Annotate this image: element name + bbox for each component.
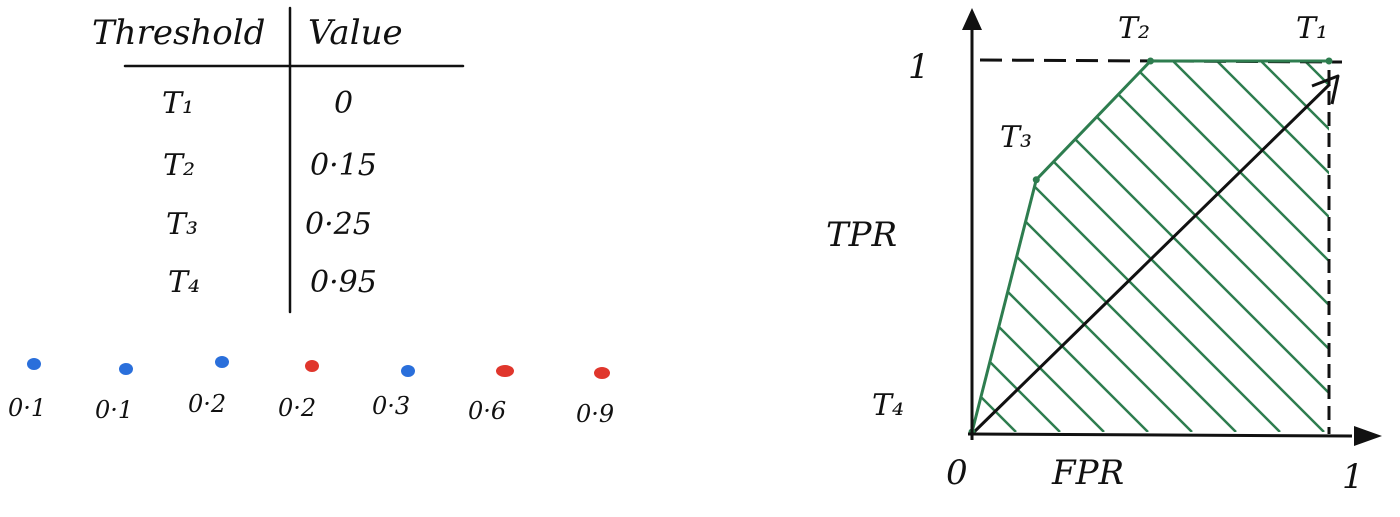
score-point: 0·2 xyxy=(278,360,319,422)
roc-point-marker xyxy=(1032,176,1040,184)
score-point-dot xyxy=(215,356,229,368)
hatch-line xyxy=(1123,61,1329,432)
roc-plot: T₄ T₃ T₂ T₁ TPR FPR 0 1 1 xyxy=(826,8,1400,497)
x-axis xyxy=(967,432,1353,438)
score-point-label: 0·2 xyxy=(278,394,316,422)
score-point-dot xyxy=(305,360,319,372)
origin-label: 0 xyxy=(946,453,968,493)
score-point-dot xyxy=(401,365,415,377)
table-row-value: 0·95 xyxy=(310,265,377,300)
roc-label-t1: T₁ xyxy=(1296,11,1328,46)
hatch-line xyxy=(972,61,1329,432)
score-point-dot xyxy=(119,363,133,375)
hatch-line xyxy=(972,61,1281,432)
table-row-value: 0·25 xyxy=(305,207,372,242)
score-point-label: 0·9 xyxy=(576,400,614,428)
score-point: 0·3 xyxy=(372,365,415,420)
score-point: 0·9 xyxy=(576,367,614,428)
roc-curve xyxy=(970,59,1329,433)
table-header-value: Value xyxy=(308,13,403,53)
score-point-dot xyxy=(594,367,610,379)
auc-hatch xyxy=(972,12,1400,432)
threshold-table: Threshold Value T₁ 0 T₂ 0·15 T₃ 0·25 T₄ … xyxy=(92,6,465,314)
roc-label-t4: T₄ xyxy=(872,388,904,423)
table-row-threshold: T₁ xyxy=(162,86,194,121)
score-point: 0·1 xyxy=(8,358,46,422)
x-axis-label: FPR xyxy=(1051,453,1124,493)
roc-point-labels: T₄ T₃ T₂ T₁ xyxy=(872,11,1328,423)
score-point: 0·1 xyxy=(95,363,133,424)
hatch-line xyxy=(1344,12,1400,432)
table-header-threshold: Threshold xyxy=(92,13,265,53)
hatch-line xyxy=(972,61,1105,432)
diagonal-arrowhead xyxy=(1311,74,1340,105)
score-point-dot xyxy=(496,365,514,377)
diagonal-line xyxy=(970,82,1332,436)
score-point-label: 0·1 xyxy=(8,394,46,422)
table-row-value: 0·15 xyxy=(310,148,377,183)
hatch-line xyxy=(972,61,1017,432)
score-point: 0·2 xyxy=(188,356,229,418)
score-point-label: 0·2 xyxy=(188,390,226,418)
hatch-line xyxy=(1079,61,1329,432)
hatch-line xyxy=(1211,61,1329,432)
score-point-label: 0·1 xyxy=(95,396,133,424)
hatch-line xyxy=(1167,61,1329,432)
score-point-label: 0·3 xyxy=(372,392,410,420)
score-point-dot xyxy=(27,358,41,370)
score-points: 0·1 0·1 0·2 0·2 0·3 0·6 0·9 xyxy=(8,356,614,428)
roc-label-t2: T₂ xyxy=(1118,11,1150,46)
y-axis-arrowhead xyxy=(962,8,982,30)
roc-point-marker xyxy=(1147,57,1154,65)
table-row-value: 0 xyxy=(334,86,353,121)
x-axis-arrowhead xyxy=(1354,426,1382,446)
hatch-line xyxy=(1299,61,1329,432)
table-row-threshold: T₄ xyxy=(168,265,200,300)
table-row-threshold: T₃ xyxy=(166,207,198,242)
roc-point-marker xyxy=(1325,57,1333,65)
score-point: 0·6 xyxy=(468,365,514,425)
y-max-label: 1 xyxy=(908,47,930,87)
hatch-line xyxy=(1388,12,1400,432)
score-point-label: 0·6 xyxy=(468,397,506,425)
hatch-line xyxy=(972,61,1149,432)
y-axis-label: TPR xyxy=(826,215,897,255)
roc-label-t3: T₃ xyxy=(1000,120,1032,155)
table-row-threshold: T₂ xyxy=(163,148,195,183)
hatch-line xyxy=(972,61,1325,432)
x-max-label: 1 xyxy=(1342,457,1364,497)
